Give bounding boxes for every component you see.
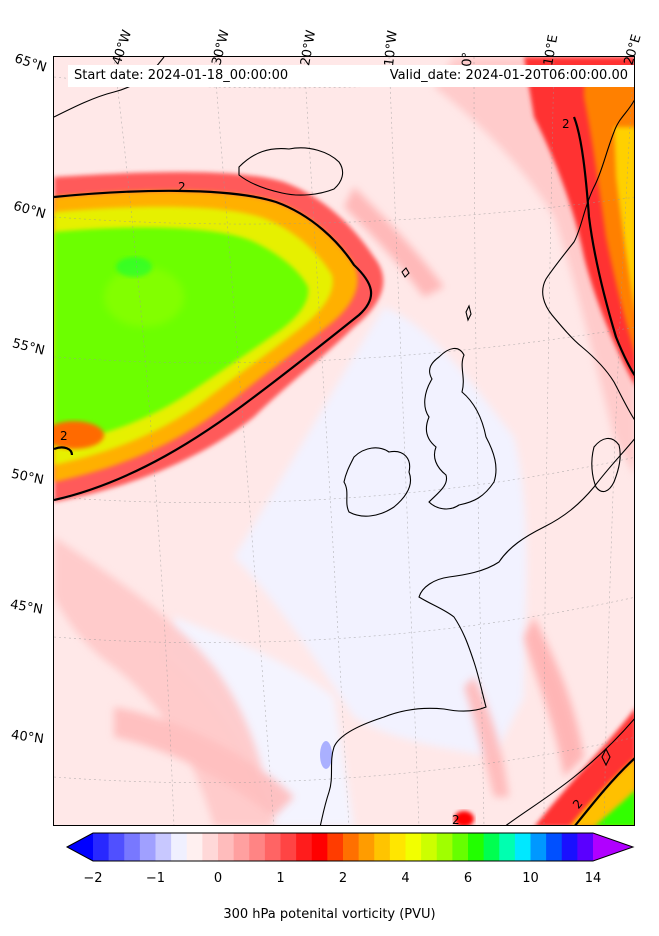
- lat-label: 50°N: [9, 466, 45, 489]
- corsica-coast: [601, 747, 611, 767]
- lon-label: 0°: [460, 51, 476, 67]
- lat-label: 55°N: [10, 336, 47, 359]
- valid-date-text: Valid_date: 2024-01-20T06:00:00.00: [389, 68, 628, 83]
- colorbar-segment: [311, 833, 328, 861]
- contour-line-west: [54, 189, 373, 502]
- colorbar-segment: [374, 833, 391, 861]
- colorbar-segments: [65, 832, 635, 862]
- negative-pv-patch: [320, 741, 332, 769]
- lat-label: 40°N: [10, 727, 45, 748]
- contour-2pvu: [54, 116, 634, 825]
- denmark-coast: [591, 437, 621, 493]
- colorbar-tick-label: 4: [401, 871, 410, 886]
- header-banner: Start date: 2024-01-18_00:00:00 Valid_da…: [68, 65, 634, 87]
- colorbar-segment: [343, 833, 360, 861]
- colorbar-label: 300 hPa potenital vorticity (PVU): [223, 907, 436, 922]
- colorbar-tick-label: 1: [276, 871, 285, 886]
- contour-label: 2: [178, 180, 186, 194]
- colorbar-segment: [171, 833, 188, 861]
- colorbar-segment: [577, 833, 594, 861]
- colorbar-tick-label: −1: [145, 871, 166, 886]
- colorbar-segment: [186, 833, 203, 861]
- colorbar-tick-label: 2: [338, 871, 348, 886]
- colorbar-segment: [514, 833, 531, 861]
- colorbar-segment: [108, 833, 125, 861]
- contour-label: 2: [60, 429, 68, 443]
- colorbar-segment: [530, 833, 547, 861]
- contour-label: 2: [562, 117, 570, 131]
- colorbar-tick-label: 10: [522, 871, 539, 886]
- colorbar-segment: [155, 833, 172, 861]
- colorbar-segment: [483, 833, 500, 861]
- mediterranean-coast: [505, 718, 634, 825]
- colorbar-segment: [405, 833, 422, 861]
- colorbar-segment: [296, 833, 313, 861]
- faroe-coast: [401, 267, 410, 278]
- lat-label: 65°N: [12, 51, 49, 76]
- colorbar-segment: [468, 833, 485, 861]
- colorbar: [65, 832, 635, 862]
- pv-trough-west: [54, 172, 384, 502]
- colorbar-segment: [499, 833, 516, 861]
- colorbar-segment: [358, 833, 375, 861]
- ireland-coast: [343, 447, 412, 517]
- colorbar-segment: [124, 833, 141, 861]
- colorbar-outline: [65, 832, 635, 862]
- scandinavia-coast: [542, 99, 634, 420]
- lon-label: 20°E: [621, 32, 645, 67]
- continent-coast: [319, 438, 634, 825]
- contour-line-se: [574, 757, 634, 825]
- colorbar-extend-max: [593, 833, 633, 861]
- colorbar-segment: [389, 833, 406, 861]
- contour-line-east: [572, 116, 634, 377]
- pv-field-map: [54, 57, 634, 825]
- start-date-text: Start date: 2024-01-18_00:00:00: [74, 68, 289, 83]
- contour-label: 2: [452, 813, 460, 826]
- colorbar-segment: [421, 833, 438, 861]
- colorbar-tick-label: 6: [463, 871, 473, 886]
- colorbar-tick-label: 14: [584, 871, 602, 886]
- colorbar-segment: [202, 833, 219, 861]
- colorbar-extend-min: [67, 833, 93, 861]
- iceland-coast: [238, 147, 344, 196]
- colorbar-segment: [546, 833, 563, 861]
- shetland-coast: [465, 304, 472, 322]
- colorbar-segment: [218, 833, 235, 861]
- contour-line-small-west: [54, 446, 74, 456]
- pv-ridge-east: [524, 57, 634, 384]
- colorbar-tick-label: −2: [83, 871, 103, 886]
- colorbar-segment: [561, 833, 578, 861]
- colorbar-segment: [93, 833, 110, 861]
- colorbar-segment: [139, 833, 156, 861]
- colorbar-segment: [249, 833, 266, 861]
- colorbar-segment: [436, 833, 453, 861]
- colorbar-tick-label: 0: [213, 871, 223, 886]
- colorbar-segment: [327, 833, 344, 861]
- colorbar-segment: [280, 833, 297, 861]
- map-panel[interactable]: 2 2 2 2 2 Start date: 2024-01-18_00:00:0…: [53, 56, 635, 826]
- colorbar-segment: [264, 833, 281, 861]
- great-britain-coast: [424, 347, 497, 510]
- lat-label: 45°N: [8, 597, 44, 618]
- colorbar-segment: [452, 833, 469, 861]
- lat-label: 60°N: [11, 198, 48, 223]
- colorbar-segment: [233, 833, 250, 861]
